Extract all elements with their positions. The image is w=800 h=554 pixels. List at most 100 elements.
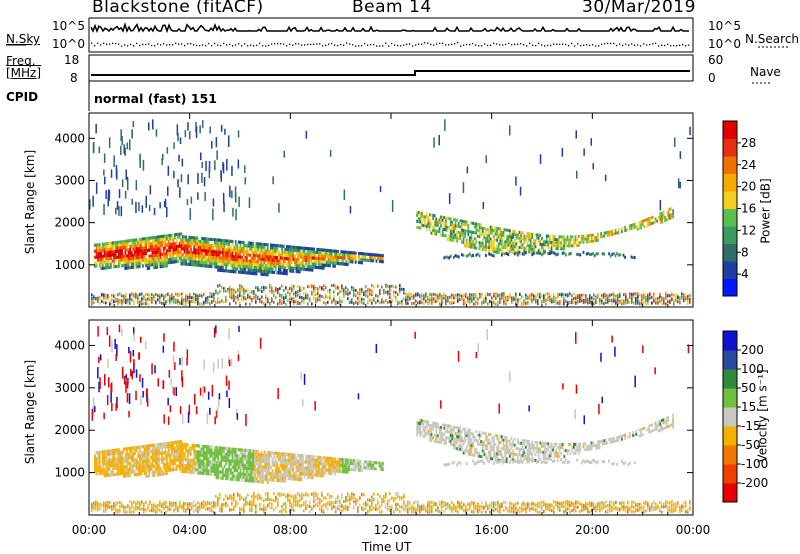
echo-cell	[324, 263, 327, 267]
echo-cell	[183, 259, 186, 263]
echo-cell	[359, 252, 362, 256]
echo-cell	[362, 255, 365, 259]
echo-cell	[251, 509, 253, 512]
echo-cell	[141, 205, 144, 213]
echo-cell	[441, 296, 443, 300]
echo-cell	[233, 288, 235, 292]
echo-cell	[637, 301, 639, 305]
echo-cell	[253, 503, 255, 507]
echo-cell	[491, 254, 494, 257]
echo-cell	[469, 501, 471, 505]
echo-cell	[135, 502, 137, 506]
echo-cell	[432, 216, 434, 220]
echo-cell	[502, 234, 505, 237]
echo-cell	[478, 232, 481, 236]
echo-cell	[171, 294, 173, 298]
echo-cell	[438, 230, 441, 234]
echo-cell	[475, 253, 478, 257]
echo-cell	[615, 506, 617, 510]
echo-cell	[253, 290, 255, 294]
echo-cell	[415, 299, 417, 303]
echo-cell	[491, 228, 494, 232]
noise-search-dot	[517, 43, 519, 45]
echo-cell	[155, 509, 157, 513]
echo-cell	[637, 296, 639, 300]
echo-cell	[153, 257, 155, 261]
echo-cell	[223, 300, 225, 304]
x-axis-title: Time UT	[362, 540, 412, 554]
echo-cell	[179, 301, 181, 305]
echo-cell	[204, 240, 207, 244]
echo-cell	[517, 251, 519, 255]
echo-cell	[645, 301, 647, 305]
echo-cell	[535, 298, 537, 302]
echo-cell	[331, 299, 333, 303]
echo-cell	[314, 262, 317, 266]
echo-cell	[671, 293, 673, 297]
echo-cell	[565, 293, 567, 297]
echo-cell	[457, 225, 460, 228]
echo-cell	[303, 249, 306, 253]
echo-cell	[592, 252, 594, 256]
noise-search-dot	[253, 45, 255, 47]
echo-cell	[397, 491, 399, 495]
echo-cell	[267, 492, 269, 496]
echo-cell	[181, 294, 183, 298]
echo-cell	[294, 266, 296, 270]
echo-cell	[282, 244, 285, 248]
echo-cell	[107, 189, 110, 201]
echo-cell	[239, 261, 242, 265]
echo-cell	[255, 266, 258, 270]
echo-cell	[605, 231, 607, 235]
echo-cell	[105, 501, 107, 505]
noise-search-dot	[568, 45, 570, 47]
echo-cell	[481, 238, 484, 242]
echo-cell	[441, 509, 443, 513]
echo-cell	[213, 292, 215, 296]
echo-cell	[505, 246, 508, 250]
noise-search-dot	[103, 42, 105, 44]
echo-cell	[146, 263, 149, 267]
echo-cell	[111, 250, 114, 254]
echo-cell	[648, 223, 650, 227]
echo-cell	[361, 258, 363, 262]
echo-cell	[541, 508, 543, 511]
echo-cell	[177, 247, 179, 251]
echo-cell	[217, 259, 219, 263]
echo-cell	[377, 499, 379, 502]
echo-cell	[266, 258, 269, 262]
echo-cell	[230, 269, 232, 273]
echo-cell	[466, 166, 469, 174]
echo-cell	[359, 258, 362, 262]
echo-cell	[254, 260, 256, 264]
echo-cell	[341, 289, 343, 293]
echo-cell	[337, 249, 339, 254]
echo-cell	[303, 264, 306, 268]
echo-cell	[505, 234, 508, 238]
power-panel	[88, 112, 694, 308]
echo-cell	[155, 300, 157, 304]
echo-cell	[257, 260, 259, 264]
echo-cell	[534, 233, 537, 237]
echo-cell	[131, 292, 133, 296]
echo-cell	[557, 238, 559, 242]
echo-cell	[439, 302, 441, 306]
echo-cell	[231, 260, 234, 265]
echo-cell	[573, 300, 575, 304]
noise-search-dot	[478, 45, 480, 47]
echo-cell	[547, 507, 549, 511]
echo-cell	[269, 497, 271, 501]
echo-cell	[332, 264, 335, 268]
noise-search-dot	[328, 43, 330, 45]
echo-cell	[239, 252, 242, 256]
radar-title: Blackstone (fitACF)	[92, 0, 264, 17]
echo-cell	[137, 241, 139, 245]
echo-cell	[603, 292, 605, 296]
echo-cell	[298, 255, 301, 259]
echo-cell	[539, 503, 541, 507]
echo-cell	[303, 493, 305, 497]
echo-cell	[201, 252, 203, 256]
echo-cell	[299, 292, 301, 296]
echo-cell	[250, 262, 253, 266]
echo-cell	[579, 502, 581, 506]
